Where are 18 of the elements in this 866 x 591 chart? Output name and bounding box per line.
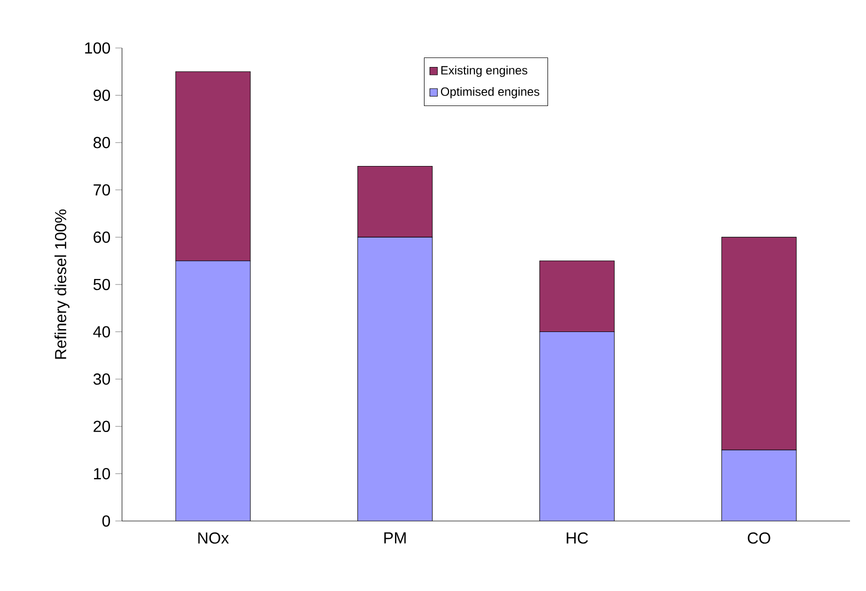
- x-tick-label: PM: [384, 532, 406, 544]
- x-tick-label: NOx: [198, 532, 229, 544]
- x-tick-label: HC: [566, 532, 588, 544]
- legend-label: Optimised engines: [440, 87, 540, 98]
- y-tick-label: 50: [93, 278, 110, 290]
- y-tick-label: 70: [94, 184, 110, 196]
- y-tick-label: 30: [93, 373, 110, 385]
- y-tick-label: 100: [85, 42, 110, 54]
- y-tick-label: 60: [94, 232, 110, 243]
- y-axis-title: Refinery diesel 100%: [54, 210, 70, 359]
- legend-label: Existing engines: [441, 66, 528, 77]
- x-tick-label: CO: [748, 532, 770, 544]
- y-tick-label: 90: [94, 90, 110, 101]
- y-tick-label: 0: [102, 515, 110, 527]
- y-tick-label: 80: [94, 136, 110, 148]
- y-tick-label: 20: [94, 420, 110, 432]
- y-tick-label: 40: [93, 326, 110, 338]
- y-tick-label: 10: [94, 468, 110, 480]
